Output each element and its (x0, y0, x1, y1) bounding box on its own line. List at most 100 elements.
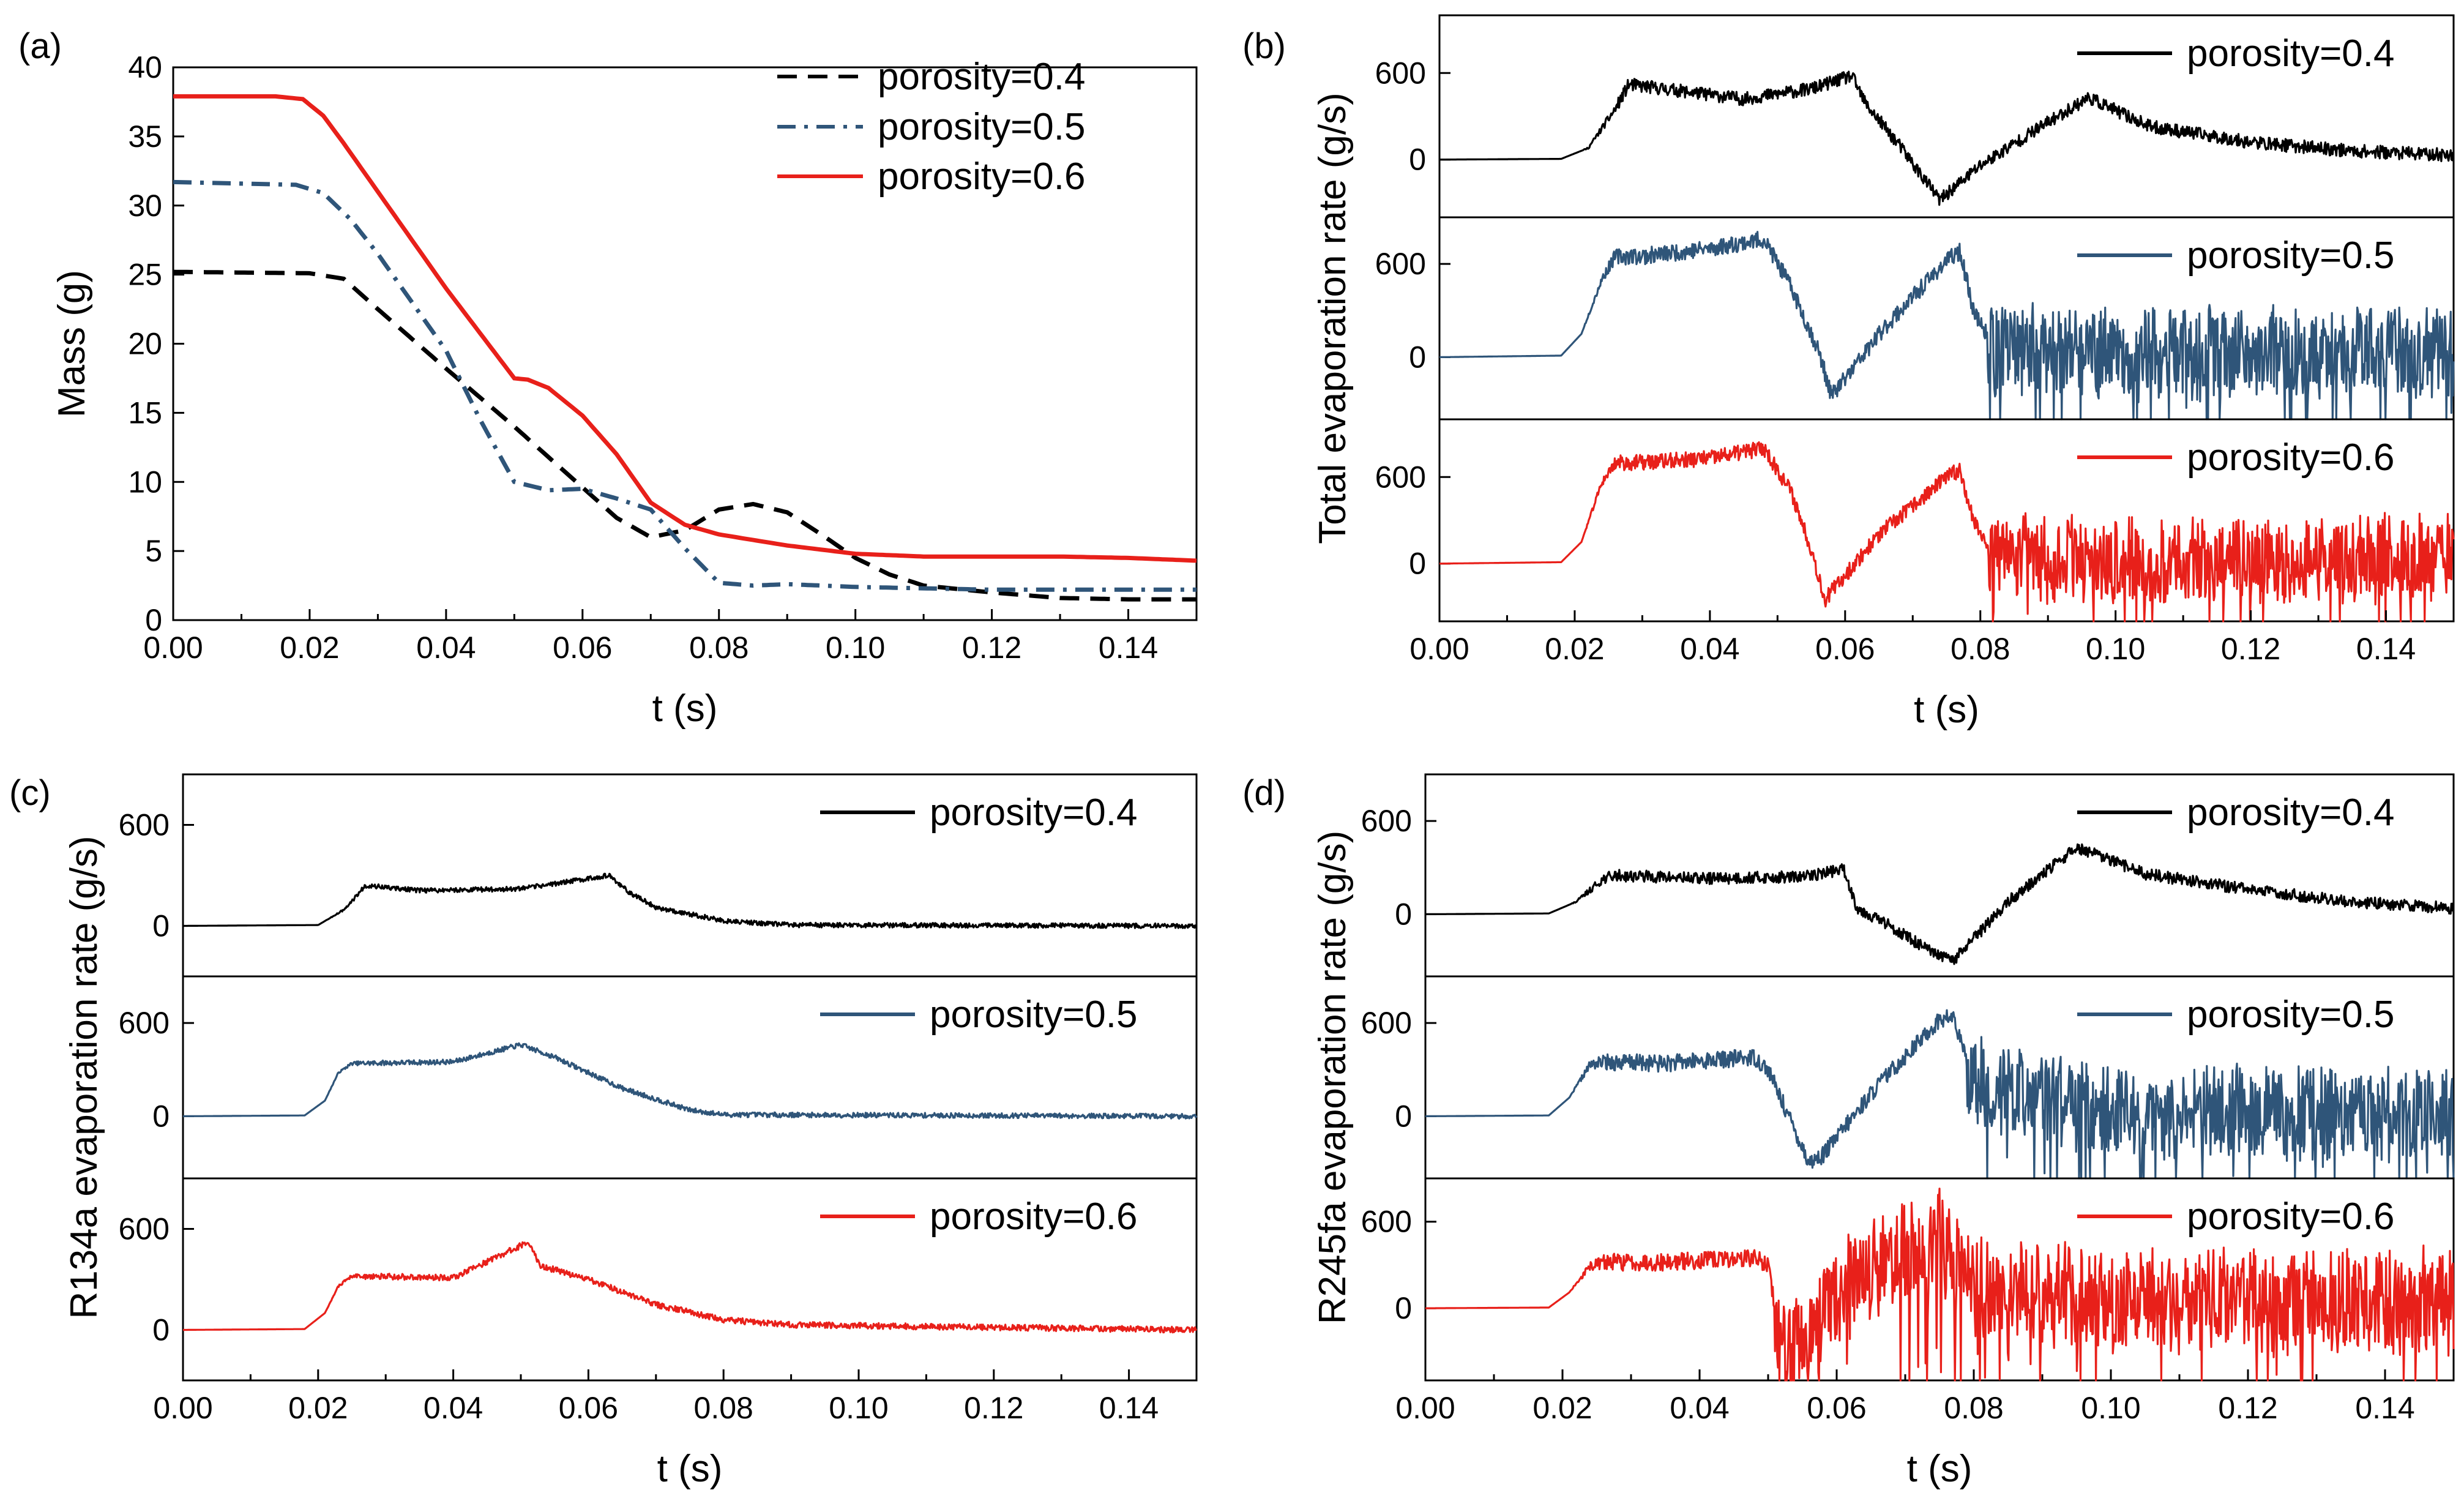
x-tick-label: 0.12 (2218, 1391, 2277, 1425)
x-tick-label: 0.06 (1807, 1391, 1866, 1425)
plot-frame (172, 66, 1198, 621)
y-axis-title: R245fa evaporation rate (g/s) (1312, 831, 1354, 1324)
subplot-porosity=0.4: 0 600 porosity=0.4 (119, 773, 1198, 978)
legend-label: porosity=0.6 (930, 1196, 1138, 1238)
x-tick-label: 0.00 (143, 631, 203, 665)
x-tick-label: 0.10 (2081, 1391, 2140, 1425)
subplot-porosity=0.5: 0 600 porosity=0.5 (119, 975, 1198, 1180)
y-tick-label: 600 (119, 1212, 170, 1246)
y-tick-label: 0 (152, 1313, 170, 1347)
y-tick-label: 600 (1375, 247, 1426, 281)
series-line-porosity=0.5 (182, 1042, 1198, 1120)
x-tick-label: 0.04 (416, 631, 476, 665)
x-axis-title: t (s) (652, 687, 718, 730)
x-tick-label: 0.04 (424, 1391, 483, 1425)
legend-label: porosity=0.4 (930, 792, 1138, 834)
legend-label: porosity=0.6 (2187, 1196, 2395, 1238)
subplot-porosity=0.4: 0 600 porosity=0.4 (1361, 773, 2455, 978)
legend-label: porosity=0.6 (878, 155, 1086, 198)
x-tick-label: 0.06 (559, 1391, 618, 1425)
y-tick-label: 30 (128, 189, 162, 223)
y-tick-label: 15 (128, 395, 162, 430)
y-tick-label: 5 (145, 534, 162, 568)
x-tick-label: 0.12 (962, 631, 1021, 665)
y-tick-label: 0 (1409, 547, 1426, 581)
y-tick-label: 20 (128, 327, 162, 361)
x-tick-label: 0.04 (1670, 1391, 1729, 1425)
x-tick-label: 0.00 (153, 1391, 212, 1425)
x-tick-label: 0.06 (553, 631, 612, 665)
subplot-porosity=0.5: 0 600 porosity=0.5 (1375, 216, 2455, 421)
y-tick-label: 600 (119, 808, 170, 842)
x-axis-title: t (s) (1914, 689, 1979, 731)
x-tick-label: 0.04 (1680, 632, 1739, 666)
series-line-porosity=0.4 (1425, 843, 2455, 965)
subplot-porosity=0.6: 0 600 porosity=0.6 (119, 1177, 1198, 1382)
panel-label: (c) (9, 773, 51, 813)
legend-label: porosity=0.5 (930, 994, 1138, 1036)
x-tick-label: 0.12 (2221, 632, 2280, 666)
x-tick-label: 0.02 (280, 631, 339, 665)
y-axis-title: Mass (g) (51, 270, 93, 417)
x-tick-label: 0.02 (1545, 632, 1604, 666)
y-tick-label: 25 (128, 258, 162, 292)
y-axis-title: R134a evaporation rate (g/s) (63, 836, 105, 1319)
y-tick-label: 40 (128, 50, 162, 84)
subplot-porosity=0.6: 0 600 porosity=0.6 (1375, 418, 2455, 623)
panel-a: (a) 0 5 10 15 20 25 30 35 40 0.00 0.02 0.04 0.06 0.08 0… (18, 26, 1198, 730)
x-tick-label: 0.02 (1533, 1391, 1592, 1425)
legend-label: porosity=0.6 (2187, 436, 2395, 479)
y-tick-label: 0 (1395, 897, 1412, 931)
y-tick-label: 600 (119, 1006, 170, 1040)
legend-label: porosity=0.5 (2187, 234, 2395, 277)
series-line-porosity=0.5 (1439, 231, 2455, 421)
x-tick-label: 0.10 (829, 1391, 888, 1425)
x-axis-title: t (s) (1907, 1448, 1973, 1490)
x-tick-label: 0.00 (1409, 632, 1469, 666)
legend-label: porosity=0.4 (878, 56, 1086, 98)
subplot-frame (182, 1177, 1198, 1382)
y-tick-label: 600 (1361, 1205, 1412, 1239)
y-tick-label: 0 (1395, 1291, 1412, 1325)
series-line-porosity=0.5 (173, 179, 1197, 592)
y-tick-label: 0 (1409, 340, 1426, 374)
series-line-porosity=0.6 (1439, 441, 2455, 623)
panel-label: (d) (1242, 773, 1286, 813)
subplot-porosity=0.4: 0 600 porosity=0.4 (1375, 14, 2455, 219)
panel-b: (b) 0 600 porosity=0.4 0 600 porosity=0.5 0 600 p… (1242, 14, 2455, 731)
y-tick-label: 0 (152, 1099, 170, 1133)
y-tick-label: 600 (1375, 460, 1426, 494)
subplot-frame (1438, 418, 2455, 623)
series-line-porosity=0.4 (182, 872, 1198, 929)
x-tick-label: 0.08 (1951, 632, 2010, 666)
y-tick-label: 10 (128, 465, 162, 499)
panel-d: (d) 0 600 porosity=0.4 0 600 porosity=0.5 0 600 p… (1242, 773, 2455, 1490)
x-tick-label: 0.14 (1099, 1391, 1159, 1425)
x-tick-label: 0.14 (2355, 1391, 2414, 1425)
x-tick-label: 0.10 (2086, 632, 2145, 666)
y-tick-label: 0 (1409, 143, 1426, 177)
legend-label: porosity=0.5 (2187, 994, 2395, 1036)
x-tick-label: 0.00 (1395, 1391, 1455, 1425)
x-tick-label: 0.08 (689, 631, 749, 665)
series-line-porosity=0.5 (1425, 1009, 2455, 1180)
x-tick-label: 0.06 (1815, 632, 1875, 666)
x-tick-label: 0.08 (694, 1391, 753, 1425)
x-axis-title: t (s) (657, 1448, 723, 1490)
y-tick-label: 600 (1361, 804, 1412, 838)
legend-label: porosity=0.4 (2187, 792, 2395, 834)
subplot-porosity=0.6: 0 600 porosity=0.6 (1361, 1177, 2455, 1382)
x-tick-label: 0.14 (2356, 632, 2416, 666)
panel-label: (b) (1242, 26, 1286, 66)
series-line-porosity=0.6 (173, 94, 1197, 563)
x-tick-label: 0.08 (1944, 1391, 2003, 1425)
legend-label: porosity=0.4 (2187, 32, 2395, 75)
panel-c: (c) 0 600 porosity=0.4 0 600 porosity=0.5 0 600 p… (9, 773, 1198, 1490)
y-tick-label: 600 (1375, 56, 1426, 90)
series-line-porosity=0.6 (1425, 1188, 2455, 1382)
y-tick-label: 0 (1395, 1099, 1412, 1133)
y-tick-label: 35 (128, 119, 162, 154)
x-tick-label: 0.14 (1099, 631, 1158, 665)
subplot-porosity=0.5: 0 600 porosity=0.5 (1361, 975, 2455, 1180)
